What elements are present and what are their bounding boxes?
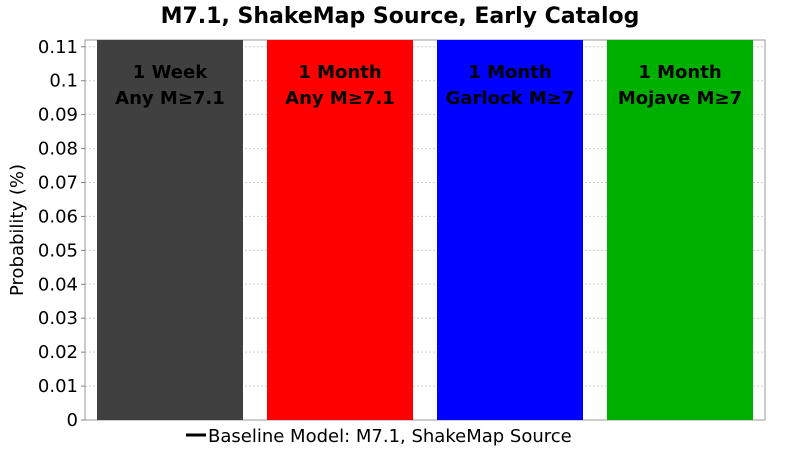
bar-category-label: Mojave M≥7: [618, 88, 742, 109]
y-tick-label: 0.09: [38, 105, 78, 126]
bars-group: [97, 40, 753, 420]
y-tick-label: 0.04: [38, 274, 78, 295]
y-tick-label: 0.11: [38, 37, 78, 58]
y-tick-label: 0.08: [38, 139, 78, 160]
plot-area-frame: [84, 39, 766, 421]
bar-category-label: 1 Week: [133, 62, 208, 83]
y-tick-label: 0.07: [38, 173, 78, 194]
y-tick-label: 0.06: [38, 206, 78, 227]
bar-category-label: Garlock M≥7: [446, 88, 575, 109]
bar-category-label: Any M≥7.1: [115, 88, 225, 109]
y-tick-label: 0.05: [38, 240, 78, 261]
legend: Baseline Model: M7.1, ShakeMap Source: [186, 426, 572, 447]
y-axis-label: Probability (%): [7, 164, 28, 296]
chart-title: M7.1, ShakeMap Source, Early Catalog: [161, 4, 640, 29]
bar-labels-group: 1 Week Any M≥7.1 1 Month Any M≥7.1 1 Month Ga…: [115, 62, 742, 109]
y-tick-label: 0.02: [38, 342, 78, 363]
bar-category-label: 1 Month: [638, 62, 721, 83]
y-tick-label: 0.1: [49, 71, 78, 92]
y-tick-label: 0.01: [38, 376, 78, 397]
y-tick-label: 0: [67, 410, 78, 431]
bar-category-label: 1 Month: [468, 62, 551, 83]
bar: [607, 40, 753, 420]
y-axis-ticks: 0 0.01 0.02 0.03 0.04 0.05 0.06 0.07 0.08 0.09 0.1…: [38, 37, 85, 431]
bar: [267, 40, 413, 420]
bar: [97, 40, 243, 420]
legend-series-label: Baseline Model: M7.1, ShakeMap Source: [208, 426, 572, 447]
y-tick-label: 0.03: [38, 308, 78, 329]
bar-category-label: 1 Month: [298, 62, 381, 83]
bar-category-label: Any M≥7.1: [285, 88, 395, 109]
bar: [437, 40, 583, 420]
